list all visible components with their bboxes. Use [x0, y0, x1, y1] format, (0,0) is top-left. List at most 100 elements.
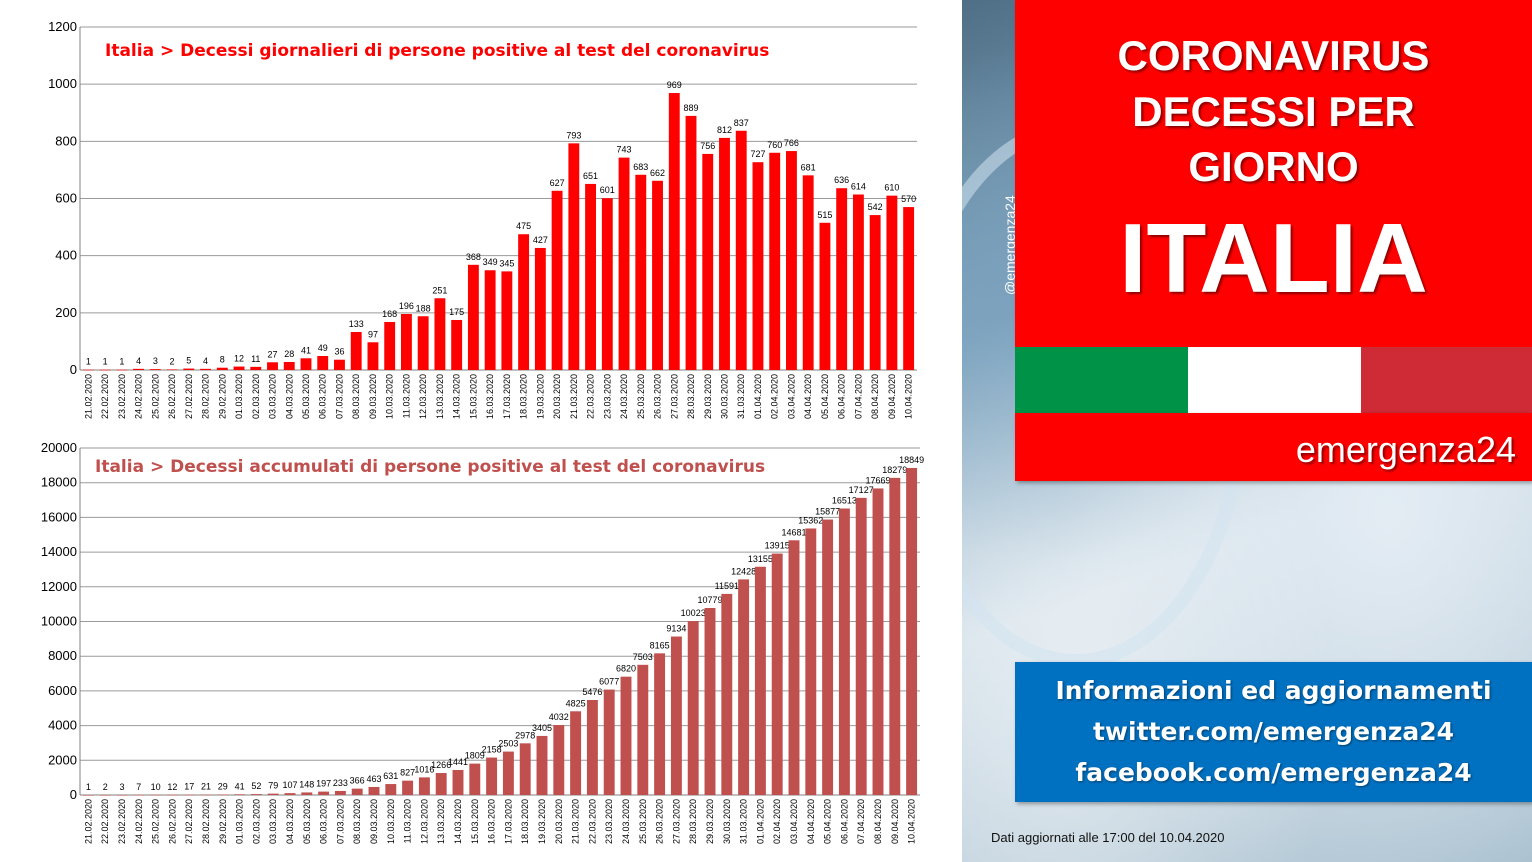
daily-bar — [133, 368, 145, 370]
cumulative-bar — [116, 794, 128, 796]
cumulative-bar — [402, 780, 414, 795]
cumulative-data-label: 11591 — [715, 581, 739, 591]
cumulative-x-tick-label: 20.03.2020 — [554, 799, 564, 844]
cumulative-data-label: 10779 — [697, 595, 722, 605]
cumulative-bar — [738, 579, 750, 795]
cumulative-x-tick-label: 08.04.2020 — [873, 799, 883, 844]
daily-data-label: 889 — [683, 103, 698, 113]
cumulative-data-label: 2 — [103, 782, 108, 792]
cumulative-x-tick-label: 16.03.2020 — [487, 799, 497, 844]
daily-data-label: 610 — [884, 183, 899, 193]
cumulative-data-label: 366 — [350, 776, 365, 786]
daily-data-label: 188 — [416, 303, 431, 313]
cumulative-data-label: 6820 — [616, 664, 636, 674]
daily-bar — [819, 222, 831, 370]
cumulative-bar — [234, 794, 246, 795]
cumulative-bar — [855, 497, 867, 795]
cumulative-data-label: 3405 — [532, 723, 552, 733]
twitter-link[interactable]: twitter.com/emergenza24 — [1092, 717, 1455, 746]
daily-x-tick-label: 28.03.2020 — [686, 374, 696, 419]
cumulative-bar — [486, 757, 498, 795]
cumulative-data-label: 16513 — [832, 495, 857, 505]
daily-x-tick-label: 10.03.2020 — [385, 374, 395, 419]
cumulative-data-label: 17 — [184, 782, 194, 792]
daily-bar — [116, 369, 128, 371]
headline-line-3: GIORNO — [1188, 143, 1359, 190]
daily-x-tick-label: 08.03.2020 — [351, 374, 361, 419]
daily-x-tick-label: 13.03.2020 — [435, 374, 445, 419]
daily-bar — [769, 152, 781, 370]
cumulative-x-tick-label: 05.04.2020 — [823, 799, 833, 844]
daily-bar — [367, 342, 379, 370]
daily-data-label: 627 — [550, 178, 565, 188]
italian-flag — [1015, 347, 1532, 413]
daily-x-tick-label: 22.02.2020 — [100, 374, 110, 419]
daily-x-tick-label: 02.04.2020 — [770, 374, 780, 419]
daily-bar — [652, 180, 663, 370]
daily-bar — [484, 270, 496, 370]
daily-x-tick-label: 26.02.2020 — [167, 374, 177, 419]
daily-x-tick-label: 03.03.2020 — [268, 374, 278, 419]
cumulative-data-label: 463 — [366, 774, 381, 784]
cumulative-data-label: 7 — [136, 782, 141, 792]
daily-x-tick-label: 21.03.2020 — [569, 374, 579, 419]
cumulative-data-label: 197 — [316, 779, 331, 789]
headline-country: ITALIA — [1119, 203, 1428, 313]
daily-x-tick-label: 31.03.2020 — [736, 374, 746, 419]
facebook-link[interactable]: facebook.com/emergenza24 — [1075, 758, 1472, 787]
cumulative-bar — [469, 763, 481, 795]
headline-line-2: DECESSI PER — [1132, 88, 1415, 135]
cumulative-bar — [519, 743, 531, 795]
cumulative-bar — [435, 773, 447, 795]
cumulative-bar — [334, 790, 346, 795]
flag-white-stripe — [1188, 347, 1361, 413]
daily-data-label: 5 — [186, 356, 191, 366]
daily-data-label: 49 — [318, 343, 328, 353]
cumulative-data-label: 18849 — [899, 455, 924, 465]
headline-line-1: CORONAVIRUS — [1117, 32, 1430, 79]
cumulative-bar — [553, 725, 565, 795]
cumulative-data-label: 21 — [201, 782, 211, 792]
cumulative-bar — [385, 784, 397, 795]
daily-bar — [283, 361, 295, 370]
cumulative-x-tick-label: 26.02.2020 — [167, 799, 177, 844]
cumulative-x-tick-label: 19.03.2020 — [537, 799, 547, 844]
daily-bar — [467, 264, 479, 370]
cumulative-x-tick-label: 28.03.2020 — [688, 799, 698, 844]
cumulative-data-label: 14681 — [781, 527, 806, 537]
cumulative-x-tick-label: 21.02.2020 — [83, 799, 93, 844]
daily-x-tick-label: 27.02.2020 — [184, 374, 194, 419]
daily-x-tick-label: 07.04.2020 — [853, 374, 863, 419]
cumulative-x-tick-label: 10.04.2020 — [907, 799, 917, 844]
cumulative-bar — [318, 791, 330, 795]
cumulative-data-label: 79 — [268, 781, 278, 791]
daily-y-tick-label: 0 — [70, 362, 77, 377]
daily-data-label: 683 — [633, 162, 648, 172]
daily-bar — [267, 362, 278, 370]
daily-x-tick-label: 04.03.2020 — [284, 374, 294, 419]
cumulative-bar — [502, 751, 514, 795]
cumulative-x-tick-label: 05.03.2020 — [302, 799, 312, 844]
daily-x-tick-label: 30.03.2020 — [719, 374, 729, 419]
cumulative-bar — [217, 794, 229, 796]
daily-bar — [250, 366, 262, 370]
daily-bar — [635, 174, 647, 370]
daily-deaths-chart-title: Italia > Decessi giornalieri di persone … — [105, 41, 770, 61]
cumulative-data-label: 13155 — [748, 554, 773, 564]
cumulative-bar — [82, 794, 94, 796]
daily-x-tick-label: 22.03.2020 — [586, 374, 596, 419]
cumulative-bar — [200, 794, 212, 796]
cumulative-data-label: 2978 — [515, 730, 535, 740]
headline-box: CORONAVIRUS DECESSI PER GIORNO ITALIA — [1015, 0, 1532, 347]
cumulative-x-tick-label: 25.03.2020 — [638, 799, 648, 844]
daily-data-label: 4 — [136, 356, 141, 366]
daily-x-tick-label: 24.03.2020 — [619, 374, 629, 419]
cumulative-x-tick-label: 02.04.2020 — [772, 799, 782, 844]
daily-x-tick-label: 05.03.2020 — [301, 374, 311, 419]
cumulative-x-tick-label: 07.04.2020 — [856, 799, 866, 844]
cumulative-data-label: 1016 — [414, 764, 434, 774]
cumulative-y-tick-label: 4000 — [48, 718, 77, 733]
cumulative-x-tick-label: 15.03.2020 — [470, 799, 480, 844]
daily-x-tick-label: 23.02.2020 — [117, 374, 127, 419]
cumulative-bar — [250, 794, 262, 795]
